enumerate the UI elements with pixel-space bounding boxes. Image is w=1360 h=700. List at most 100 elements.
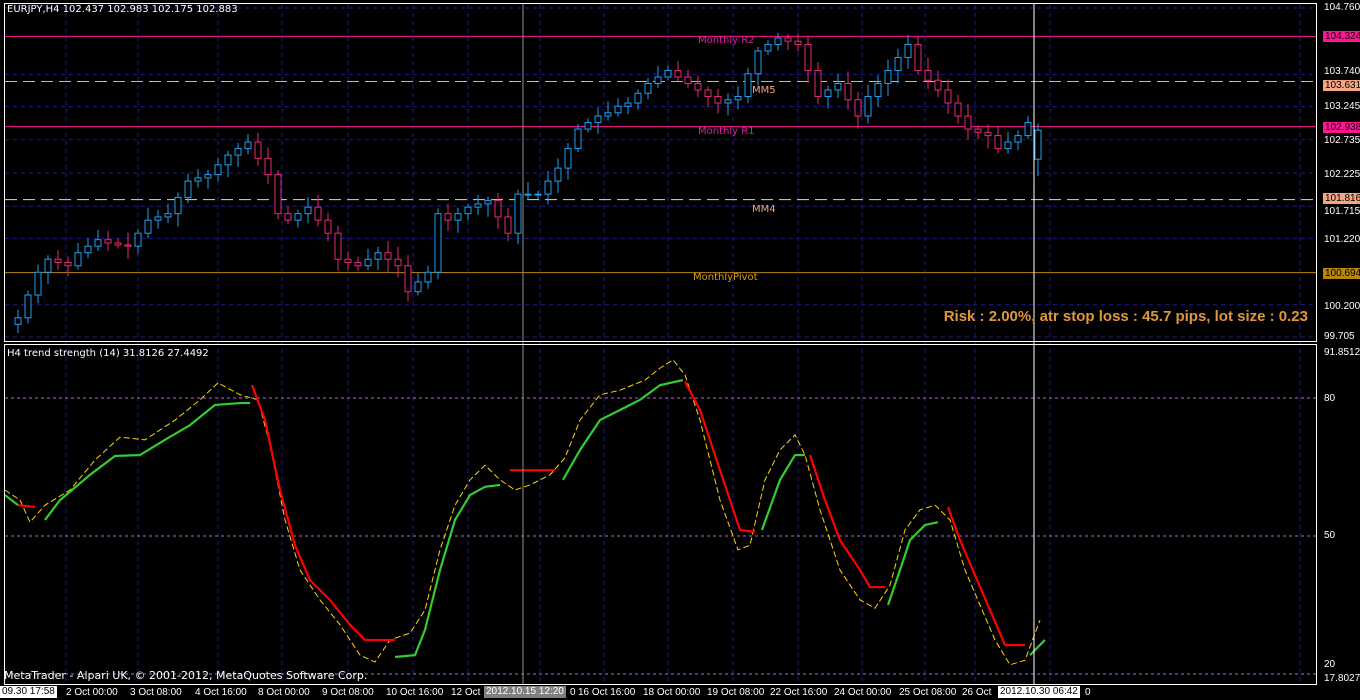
candle bbox=[714, 88, 722, 114]
copyright-text: MetaTrader - Alpari UK, © 2001-2012, Met… bbox=[4, 669, 368, 682]
candle bbox=[454, 207, 462, 233]
trend-strength-segment-up bbox=[44, 401, 250, 521]
candle bbox=[604, 101, 612, 121]
candle bbox=[974, 125, 982, 140]
candle bbox=[884, 59, 892, 96]
candle bbox=[594, 107, 602, 134]
trend-strength-segment-up bbox=[760, 453, 805, 531]
candle bbox=[804, 35, 812, 83]
candle bbox=[134, 228, 142, 254]
level-label: Monthly R1 bbox=[698, 125, 755, 137]
level-label: MM5 bbox=[752, 85, 776, 97]
candle bbox=[484, 196, 492, 217]
candle bbox=[74, 243, 82, 270]
level-price-tag: 101.816 bbox=[1323, 193, 1360, 204]
candle bbox=[854, 92, 862, 129]
price-axis-label: 104.760 bbox=[1324, 2, 1360, 13]
time-axis-label: 22 Oct 16:00 bbox=[770, 687, 828, 698]
time-axis-label: 24 Oct 00:00 bbox=[834, 687, 892, 698]
candle bbox=[764, 40, 772, 55]
indicator-axis-label: 50 bbox=[1324, 530, 1336, 541]
candle bbox=[244, 134, 252, 155]
time-axis-label: 16 Oct 16:00 bbox=[578, 687, 636, 698]
candle bbox=[34, 264, 42, 304]
trend-strength-segment-up bbox=[1029, 639, 1046, 656]
indicator-axis-label: 17.8027 bbox=[1324, 673, 1360, 684]
candle bbox=[414, 273, 422, 296]
price-axis-label: 99.705 bbox=[1324, 331, 1355, 342]
candle bbox=[214, 158, 222, 182]
candle bbox=[464, 203, 472, 221]
candle bbox=[674, 61, 682, 82]
price-axis-label: 101.220 bbox=[1324, 234, 1360, 245]
candle bbox=[634, 89, 642, 110]
candle bbox=[784, 34, 792, 51]
time-axis-label: 26 Oct bbox=[962, 687, 992, 698]
candle bbox=[324, 212, 332, 242]
candle bbox=[744, 67, 752, 104]
time-axis-label: 8 Oct 00:00 bbox=[258, 687, 310, 698]
candle bbox=[254, 132, 262, 166]
time-axis-label: 9 Oct 08:00 bbox=[322, 687, 374, 698]
trend-strength-segment-up bbox=[886, 521, 939, 606]
time-axis-label: 10 Oct 16:00 bbox=[386, 687, 444, 698]
indicator-lines bbox=[4, 359, 1046, 666]
candle bbox=[94, 229, 102, 252]
candle bbox=[924, 57, 932, 89]
candle bbox=[1004, 132, 1012, 154]
price-axis-label: 101.715 bbox=[1324, 206, 1360, 217]
candle bbox=[284, 206, 292, 225]
candle bbox=[934, 70, 942, 98]
time-axis-label: 12 Oct bbox=[451, 687, 481, 698]
trend-strength-segment-down bbox=[17, 504, 36, 509]
cursor-time-tail: 0 bbox=[570, 687, 576, 698]
candle bbox=[1014, 130, 1022, 151]
candle bbox=[954, 94, 962, 124]
candle bbox=[14, 309, 22, 334]
candle bbox=[874, 75, 882, 107]
candle bbox=[734, 86, 742, 110]
indicator-panel-frame bbox=[4, 344, 1317, 685]
candle bbox=[1034, 123, 1042, 177]
candle bbox=[354, 256, 362, 272]
pivot-levels bbox=[5, 35, 1316, 274]
candle bbox=[814, 62, 822, 104]
candle bbox=[614, 98, 622, 117]
candle bbox=[394, 246, 402, 278]
candle bbox=[694, 75, 702, 98]
candle bbox=[684, 69, 692, 88]
candle bbox=[124, 232, 132, 259]
candle bbox=[514, 189, 522, 245]
cursor-time-box: 2012.10.15 12:20 bbox=[484, 686, 566, 698]
risk-info-text: Risk : 2.00%, atr stop loss : 45.7 pips,… bbox=[943, 308, 1308, 325]
candle bbox=[54, 250, 62, 270]
indicator-axis-label: 91.8512 bbox=[1324, 347, 1360, 358]
price-panel-frame bbox=[4, 3, 1317, 342]
time-axis-label: 25 Oct 08:00 bbox=[899, 687, 957, 698]
level-price-tag: 102.938 bbox=[1323, 122, 1360, 133]
candle bbox=[404, 255, 412, 302]
candle bbox=[904, 34, 912, 69]
trend-strength-segment-up bbox=[4, 494, 19, 507]
candle bbox=[944, 79, 952, 114]
price-axis-label: 103.740 bbox=[1324, 66, 1360, 77]
price-axis-label: 103.245 bbox=[1324, 101, 1360, 112]
candle bbox=[824, 85, 832, 109]
candle bbox=[474, 194, 482, 215]
candle bbox=[834, 73, 842, 99]
level-price-tag: 103.631 bbox=[1323, 80, 1360, 91]
candle bbox=[654, 66, 662, 89]
price-axis-label: 102.225 bbox=[1324, 169, 1360, 180]
candle bbox=[174, 192, 182, 227]
candle bbox=[574, 124, 582, 153]
candle bbox=[44, 255, 52, 285]
price-axis-label: 100.200 bbox=[1324, 301, 1360, 312]
level-label: MM4 bbox=[752, 203, 776, 215]
candle bbox=[274, 170, 282, 220]
candle bbox=[314, 194, 322, 227]
trend-strength-segment-down bbox=[808, 454, 885, 589]
candle bbox=[204, 169, 212, 189]
time-axis-label: 4 Oct 16:00 bbox=[195, 687, 247, 698]
candle bbox=[844, 71, 852, 110]
